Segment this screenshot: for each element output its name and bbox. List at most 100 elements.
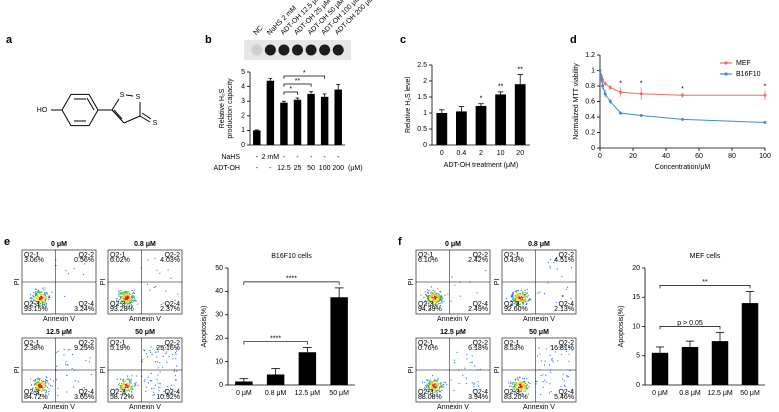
event-dot — [41, 291, 43, 293]
event-dot — [176, 350, 178, 352]
event-dot — [430, 296, 432, 298]
event-dot — [535, 383, 537, 385]
event-dot — [45, 390, 47, 392]
event-dot — [124, 302, 127, 304]
x-tick-label: 80 — [728, 153, 736, 160]
event-dot — [430, 379, 432, 381]
event-dot — [35, 288, 37, 290]
event-dot — [522, 388, 524, 390]
event-dot — [166, 392, 169, 394]
event-dot — [44, 300, 46, 302]
event-dot — [44, 298, 46, 300]
event-dot — [432, 293, 434, 295]
event-dot — [123, 294, 125, 297]
event-dot — [425, 386, 427, 388]
event-dot — [63, 354, 65, 356]
event-dot — [563, 380, 565, 382]
event-dot — [427, 379, 429, 381]
bar — [651, 352, 669, 385]
event-dot — [134, 292, 136, 294]
x-tick-label: 12.5 μM — [295, 390, 321, 397]
chart-title: B16F10 cells — [271, 253, 312, 260]
table-cell: - — [283, 154, 286, 161]
event-dot — [53, 380, 55, 382]
event-dot — [121, 387, 123, 390]
y-axis-label: PI — [14, 367, 21, 374]
x-tick-label: 0 — [440, 150, 444, 157]
event-dot — [435, 304, 437, 307]
event-dot — [39, 291, 41, 293]
x-axis-label: Annexin V — [437, 316, 469, 323]
event-dot — [438, 298, 440, 301]
event-dot — [166, 351, 168, 353]
gel-spot — [332, 44, 344, 56]
event-dot — [527, 387, 529, 389]
event-dot — [433, 301, 435, 303]
bond — [113, 109, 123, 120]
event-dot — [141, 359, 144, 361]
event-dot — [143, 380, 146, 382]
event-dot — [41, 302, 44, 304]
event-dot — [522, 294, 524, 296]
event-dot — [570, 266, 573, 269]
event-dot — [57, 394, 59, 397]
event-dot — [512, 293, 514, 295]
event-dot — [166, 361, 168, 364]
event-dot — [525, 292, 527, 294]
event-dot — [558, 346, 560, 348]
event-dot — [137, 384, 139, 386]
event-dot — [167, 304, 169, 306]
event-dot — [51, 385, 53, 387]
event-dot — [120, 295, 122, 297]
event-dot — [32, 294, 34, 297]
event-dot — [129, 383, 131, 385]
event-dot — [49, 384, 52, 387]
event-dot — [118, 300, 120, 302]
y-tick-label: 20 — [632, 265, 640, 272]
x-tick-label: 100 — [759, 153, 771, 160]
event-dot — [458, 382, 460, 385]
event-dot — [522, 293, 524, 295]
event-dot — [520, 382, 522, 384]
y-axis-label: Apoptosis(%) — [201, 306, 208, 348]
event-dot — [517, 378, 519, 380]
event-dot — [34, 384, 36, 386]
event-dot — [470, 361, 472, 364]
event-dot — [545, 348, 548, 350]
event-dot — [523, 390, 525, 392]
event-dot — [520, 289, 522, 292]
event-dot — [473, 382, 475, 384]
event-dot — [465, 382, 468, 385]
event-dot — [117, 303, 119, 306]
event-dot — [119, 298, 121, 301]
event-dot — [431, 389, 433, 392]
event-dot — [545, 374, 547, 376]
event-dot — [477, 381, 479, 383]
event-dot — [163, 344, 166, 346]
significance-bracket — [243, 281, 340, 285]
significance-bracket — [283, 91, 298, 95]
event-dot — [34, 391, 37, 393]
event-dot — [131, 304, 133, 306]
event-dot — [434, 292, 437, 294]
quadrant-name: Q2-4 — [472, 389, 488, 396]
event-dot — [516, 295, 518, 297]
event-dot — [510, 304, 513, 306]
event-dot — [126, 384, 128, 386]
event-dot — [421, 381, 424, 383]
x-tick-label: 12.5 μM — [707, 390, 733, 397]
event-dot — [67, 349, 69, 351]
event-dot — [431, 386, 433, 388]
event-dot — [42, 300, 44, 302]
table-cell: - — [337, 154, 340, 161]
event-dot — [568, 360, 570, 362]
event-dot — [453, 389, 455, 392]
event-dot — [524, 293, 526, 296]
event-dot — [130, 382, 132, 384]
event-dot — [128, 305, 131, 307]
y-tick-label: 0.8 — [585, 83, 595, 90]
event-dot — [516, 377, 518, 379]
quadrant-name: Q2-1 — [504, 340, 520, 347]
event-dot — [512, 381, 514, 384]
event-dot — [511, 382, 513, 384]
